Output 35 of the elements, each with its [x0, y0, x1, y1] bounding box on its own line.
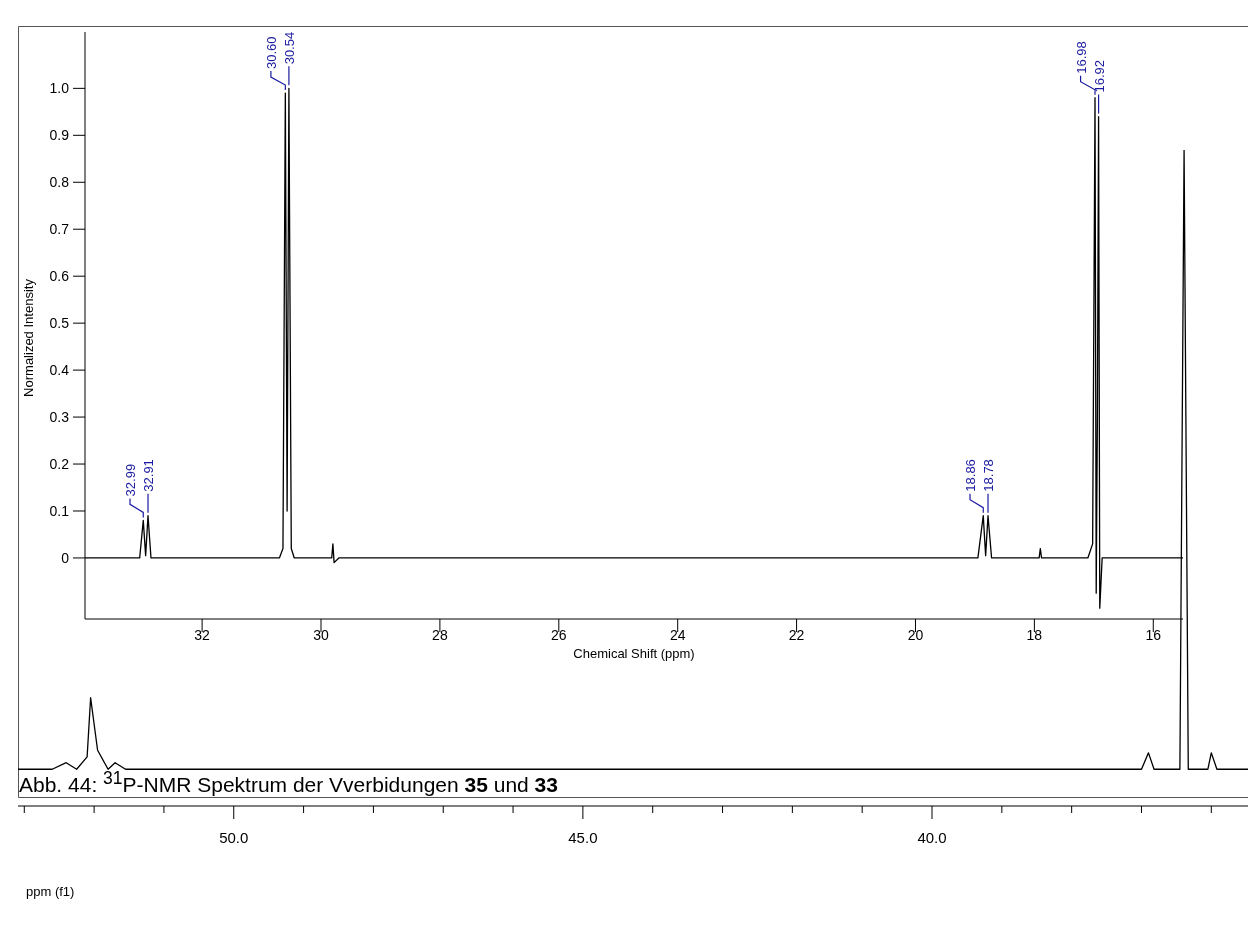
annotation: 32.91	[141, 459, 157, 492]
y-tick-label: 0.9	[49, 127, 70, 144]
annotation: 16.92	[1091, 59, 1107, 93]
y-tick-label: 0.7	[49, 221, 70, 238]
x-tick-label: 18	[1026, 627, 1043, 643]
y-tick-label: 0.5	[49, 315, 70, 332]
x-tick-label: 45.0	[568, 829, 598, 846]
x-tick-label: 24	[669, 627, 686, 643]
y-tick-label: 0.4	[49, 362, 70, 379]
y-axis-title: Normalized Intensity	[20, 279, 36, 397]
x-tick-label: 16	[1145, 627, 1162, 643]
x-tick-label: 22	[788, 627, 805, 643]
x-tick-label: 20	[907, 627, 924, 643]
y-tick-label: 0.8	[49, 174, 70, 191]
annotation: 18.78	[981, 459, 997, 492]
x-axis-title: ppm (f1)	[26, 884, 75, 899]
x-tick-label: 50.0	[219, 829, 249, 846]
x-tick-label: 40.0	[917, 829, 947, 846]
annotation: 16.98	[1073, 41, 1089, 74]
y-tick-label: 1.0	[49, 80, 70, 97]
annotation: Abb. 44: $^{31}$P-NMR Spektrum der Vverbidungen 35 und 33	[19, 768, 558, 797]
y-tick-label: 0	[61, 549, 70, 566]
x-tick-label: 26	[551, 627, 567, 643]
annotation: 32.99	[123, 463, 139, 497]
annotation: 18.86	[963, 459, 979, 492]
y-tick-label: 0.6	[49, 268, 70, 285]
x-tick-label: 30	[313, 627, 329, 643]
annotation: 30.54	[281, 31, 297, 65]
annotation: 30.60	[263, 36, 279, 70]
y-tick-label: 0.2	[49, 456, 70, 473]
x-tick-label: 32	[194, 627, 211, 643]
x-tick-label: 28	[432, 627, 448, 643]
y-tick-label: 0.1	[49, 502, 70, 519]
y-tick-label: 0.3	[49, 409, 70, 426]
x-axis-title: Chemical Shift (ppm)	[573, 646, 695, 661]
